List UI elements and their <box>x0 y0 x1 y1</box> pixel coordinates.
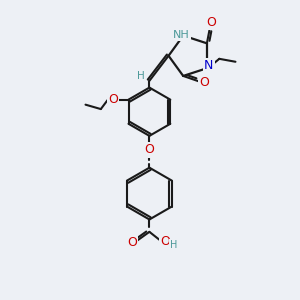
Text: H: H <box>137 71 145 81</box>
Text: N: N <box>204 59 213 72</box>
Text: NH: NH <box>173 30 190 40</box>
Text: O: O <box>127 236 137 249</box>
Text: H: H <box>170 240 177 250</box>
Text: O: O <box>206 16 216 29</box>
Text: O: O <box>145 143 154 157</box>
Text: O: O <box>160 235 170 248</box>
Text: O: O <box>108 93 118 106</box>
Text: O: O <box>200 76 209 89</box>
